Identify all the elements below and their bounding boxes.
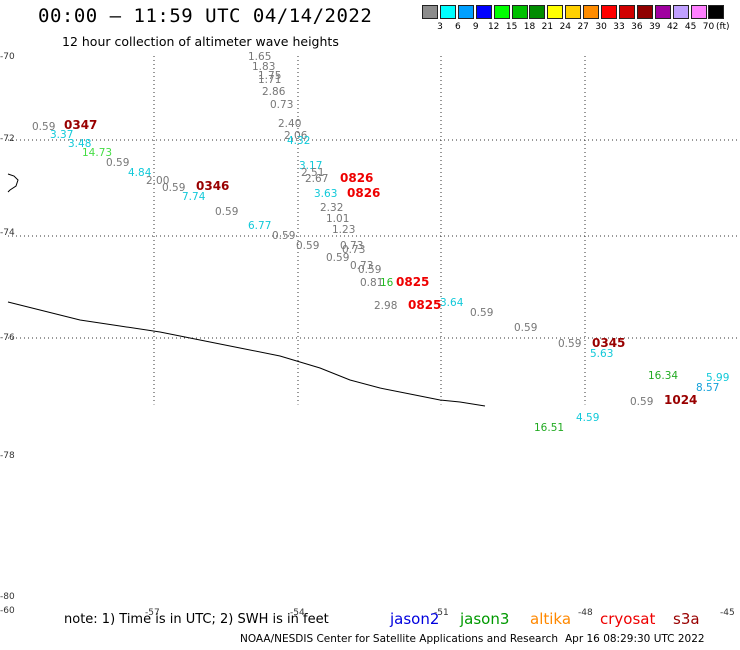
satellite-label-cryosat: cryosat	[600, 610, 655, 628]
longitude-label: -45	[720, 608, 735, 618]
latitude-label: -72	[0, 134, 15, 144]
wave-height-value: 16.51	[534, 422, 564, 434]
pass-time-label: 0345	[592, 336, 625, 350]
wave-height-value: 0.59	[358, 264, 381, 276]
satellite-label-jason3: jason3	[460, 610, 509, 628]
latitude-label: -70	[0, 52, 15, 62]
latitude-label: -80	[0, 592, 15, 602]
longitude-label: -48	[578, 608, 593, 618]
wave-height-value: 8.57	[696, 382, 719, 394]
satellite-label-altika: altika	[530, 610, 571, 628]
wave-height-value: 4.32	[287, 135, 310, 147]
wave-height-value: 16	[380, 277, 393, 289]
wave-height-value: 0.59	[215, 206, 238, 218]
coastline	[8, 302, 485, 406]
pass-time-label: 0346	[196, 179, 229, 193]
lat-lon-grid	[8, 56, 740, 405]
wave-height-value: 2.86	[262, 86, 285, 98]
wave-height-value: 0.59	[514, 322, 537, 334]
island-outline	[8, 174, 18, 192]
wave-height-value: 0.59	[272, 230, 295, 242]
footer-note: note: 1) Time is in UTC; 2) SWH is in fe…	[64, 612, 329, 627]
wave-height-value: 0.73	[270, 99, 293, 111]
wave-height-value: 3.64	[440, 297, 463, 309]
wave-height-value: 2.40	[278, 118, 301, 130]
wave-height-value: 2.67	[305, 173, 328, 185]
wave-height-value: 0.59	[630, 396, 653, 408]
wave-height-value: 4.59	[576, 412, 599, 424]
wave-height-value: 2.98	[374, 300, 397, 312]
pass-time-label: 0826	[347, 186, 380, 200]
pass-time-label: 0825	[408, 298, 441, 312]
pass-time-label: 0347	[64, 118, 97, 132]
latitude-label: -76	[0, 333, 15, 343]
generated-timestamp: Apr 16 08:29:30 UTC 2022	[565, 633, 705, 645]
latitude-label: -74	[0, 228, 15, 238]
wave-height-value: 16.34	[648, 370, 678, 382]
pass-time-label: 0825	[396, 275, 429, 289]
longitude-label: -60	[0, 606, 15, 616]
satellite-label-jason2: jason2	[390, 610, 439, 628]
wave-height-value: 0.59	[470, 307, 493, 319]
wave-height-value: 3.63	[314, 188, 337, 200]
pass-time-label: 0826	[340, 171, 373, 185]
wave-height-value: 0.59	[558, 338, 581, 350]
wave-height-value: 0.59	[106, 157, 129, 169]
satellite-label-s3a: s3a	[673, 610, 700, 628]
wave-height-value: 1.23	[332, 224, 355, 236]
latitude-label: -78	[0, 451, 15, 461]
wave-height-value: 0.59	[326, 252, 349, 264]
pass-time-label: 1024	[664, 393, 697, 407]
credit-line: NOAA/NESDIS Center for Satellite Applica…	[240, 633, 558, 645]
wave-height-value: 1.71	[258, 74, 281, 86]
wave-height-value: 0.59	[296, 240, 319, 252]
wave-height-value: 6.77	[248, 220, 271, 232]
